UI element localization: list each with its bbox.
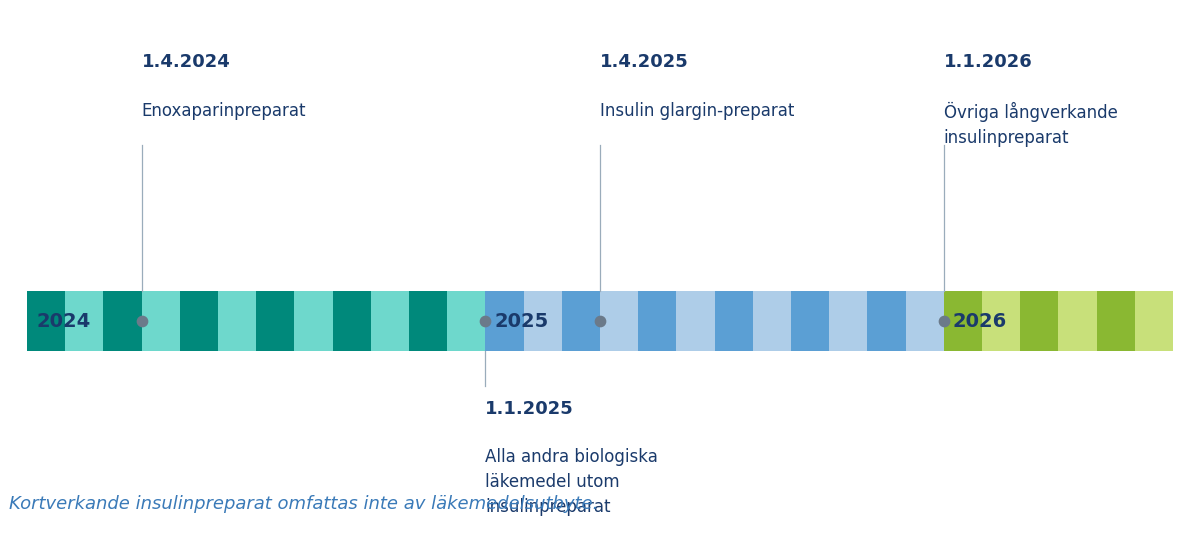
- Bar: [714, 292, 752, 351]
- Bar: [180, 292, 218, 351]
- Point: [476, 317, 496, 326]
- Bar: [486, 292, 523, 351]
- Point: [590, 317, 610, 326]
- Bar: [523, 292, 562, 351]
- Text: 2025: 2025: [494, 311, 548, 331]
- Bar: [1058, 292, 1097, 351]
- Text: 2026: 2026: [953, 311, 1007, 331]
- Bar: [906, 292, 943, 351]
- Text: 2024: 2024: [36, 311, 90, 331]
- Bar: [294, 292, 332, 351]
- Text: 1.1.2026: 1.1.2026: [943, 53, 1032, 71]
- Bar: [982, 292, 1020, 351]
- Text: 1.4.2024: 1.4.2024: [142, 53, 230, 71]
- Bar: [1097, 292, 1135, 351]
- Text: Övriga långverkande
insulinpreparat: Övriga långverkande insulinpreparat: [943, 102, 1117, 147]
- Bar: [371, 292, 409, 351]
- Text: Alla andra biologiska
läkemedel utom
insulinpreparat: Alla andra biologiska läkemedel utom ins…: [486, 448, 659, 516]
- Bar: [638, 292, 677, 351]
- Point: [934, 317, 953, 326]
- Text: 1.1.2025: 1.1.2025: [486, 400, 574, 417]
- Text: Insulin glargin-preparat: Insulin glargin-preparat: [600, 102, 794, 120]
- Bar: [829, 292, 868, 351]
- Text: 1.4.2025: 1.4.2025: [600, 53, 689, 71]
- Bar: [1020, 292, 1058, 351]
- Bar: [943, 292, 982, 351]
- Bar: [65, 292, 103, 351]
- Bar: [28, 292, 65, 351]
- Bar: [1135, 292, 1172, 351]
- Bar: [409, 292, 448, 351]
- Point: [132, 317, 151, 326]
- Bar: [600, 292, 638, 351]
- Bar: [752, 292, 791, 351]
- Bar: [448, 292, 486, 351]
- Bar: [257, 292, 294, 351]
- Bar: [791, 292, 829, 351]
- Bar: [868, 292, 906, 351]
- Bar: [103, 292, 142, 351]
- Bar: [142, 292, 180, 351]
- Text: Enoxaparinpreparat: Enoxaparinpreparat: [142, 102, 306, 120]
- Bar: [677, 292, 714, 351]
- Bar: [562, 292, 600, 351]
- Text: Kortverkande insulinpreparat omfattas inte av läkemedelsutbyte.: Kortverkande insulinpreparat omfattas in…: [8, 496, 598, 513]
- Bar: [332, 292, 371, 351]
- Bar: [218, 292, 257, 351]
